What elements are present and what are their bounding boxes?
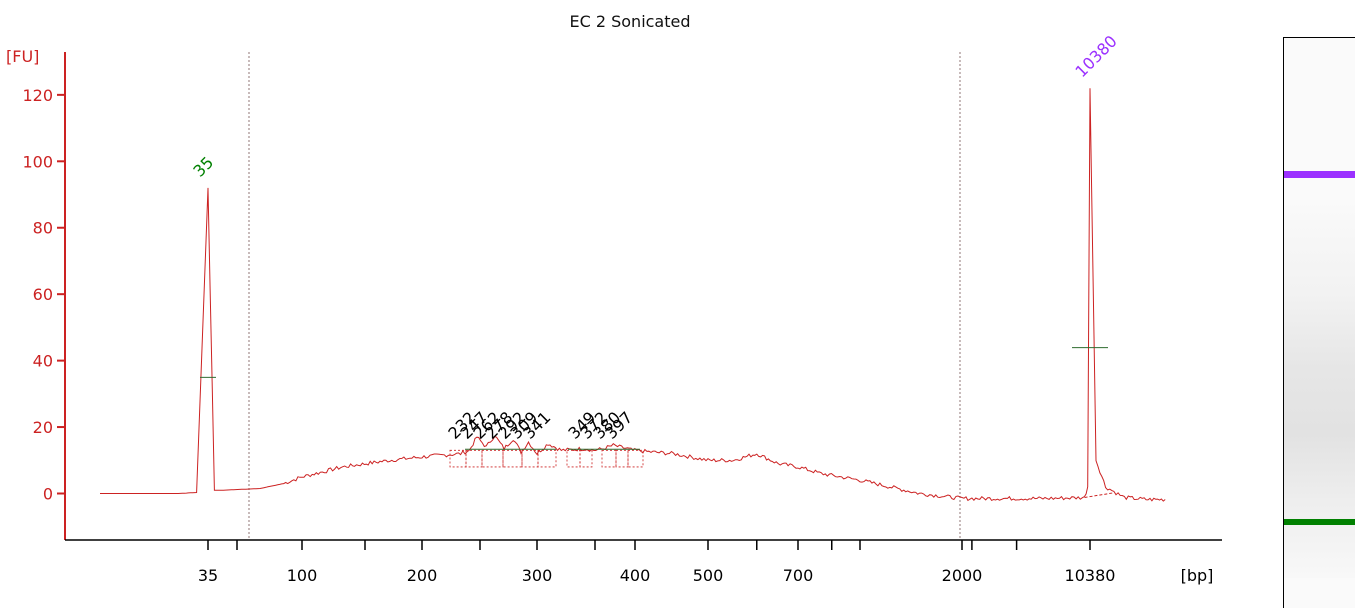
integration-box [502, 449, 523, 468]
x-tick-label: 35 [198, 566, 218, 585]
electropherogram-chart: EC 2 Sonicated 0 20 40 60 80 100 120 [FU] 35 100 2… [6, 12, 1222, 585]
axes: 0 20 40 60 80 100 120 [FU] 35 100 200 300 400 500 700 2… [6, 47, 1222, 585]
integration-box [601, 449, 617, 468]
integration-box [627, 449, 644, 468]
y-tick-label: 100 [22, 152, 53, 171]
marker-peak-label: 35 [189, 153, 217, 181]
x-tick-label: 10380 [1065, 566, 1116, 585]
electropherogram-trace [100, 88, 1166, 502]
y-tick-label: 80 [33, 219, 53, 238]
marker-baseline [1084, 492, 1114, 498]
y-tick-label: 20 [33, 418, 53, 437]
integration-box [566, 449, 581, 468]
y-tick-label: 120 [22, 86, 53, 105]
gel-lane-image [1283, 37, 1355, 608]
chart-title: EC 2 Sonicated [569, 12, 690, 31]
x-tick-label: 400 [620, 566, 651, 585]
integration-box [537, 449, 557, 468]
y-axis-label: [FU] [6, 47, 39, 66]
integration-box [615, 449, 629, 468]
integration-box [579, 449, 593, 468]
integration-box [481, 449, 504, 468]
x-axis-label: [bp] [1181, 566, 1214, 585]
y-tick-label: 60 [33, 285, 53, 304]
integration-box [465, 449, 483, 468]
y-tick-label: 0 [43, 484, 53, 503]
x-tick-label: 200 [407, 566, 438, 585]
x-tick-label: 500 [693, 566, 724, 585]
x-tick-label: 700 [783, 566, 814, 585]
marker-peak-label: 10380 [1071, 32, 1120, 81]
trace-layer [100, 88, 1166, 502]
x-tick-label: 300 [522, 566, 553, 585]
x-tick-label: 100 [287, 566, 318, 585]
gel-smear [1284, 198, 1355, 578]
upper-marker-band [1284, 171, 1355, 178]
lower-marker-band [1284, 519, 1355, 525]
x-tick-label: 2000 [942, 566, 983, 585]
y-tick-label: 40 [33, 352, 53, 371]
